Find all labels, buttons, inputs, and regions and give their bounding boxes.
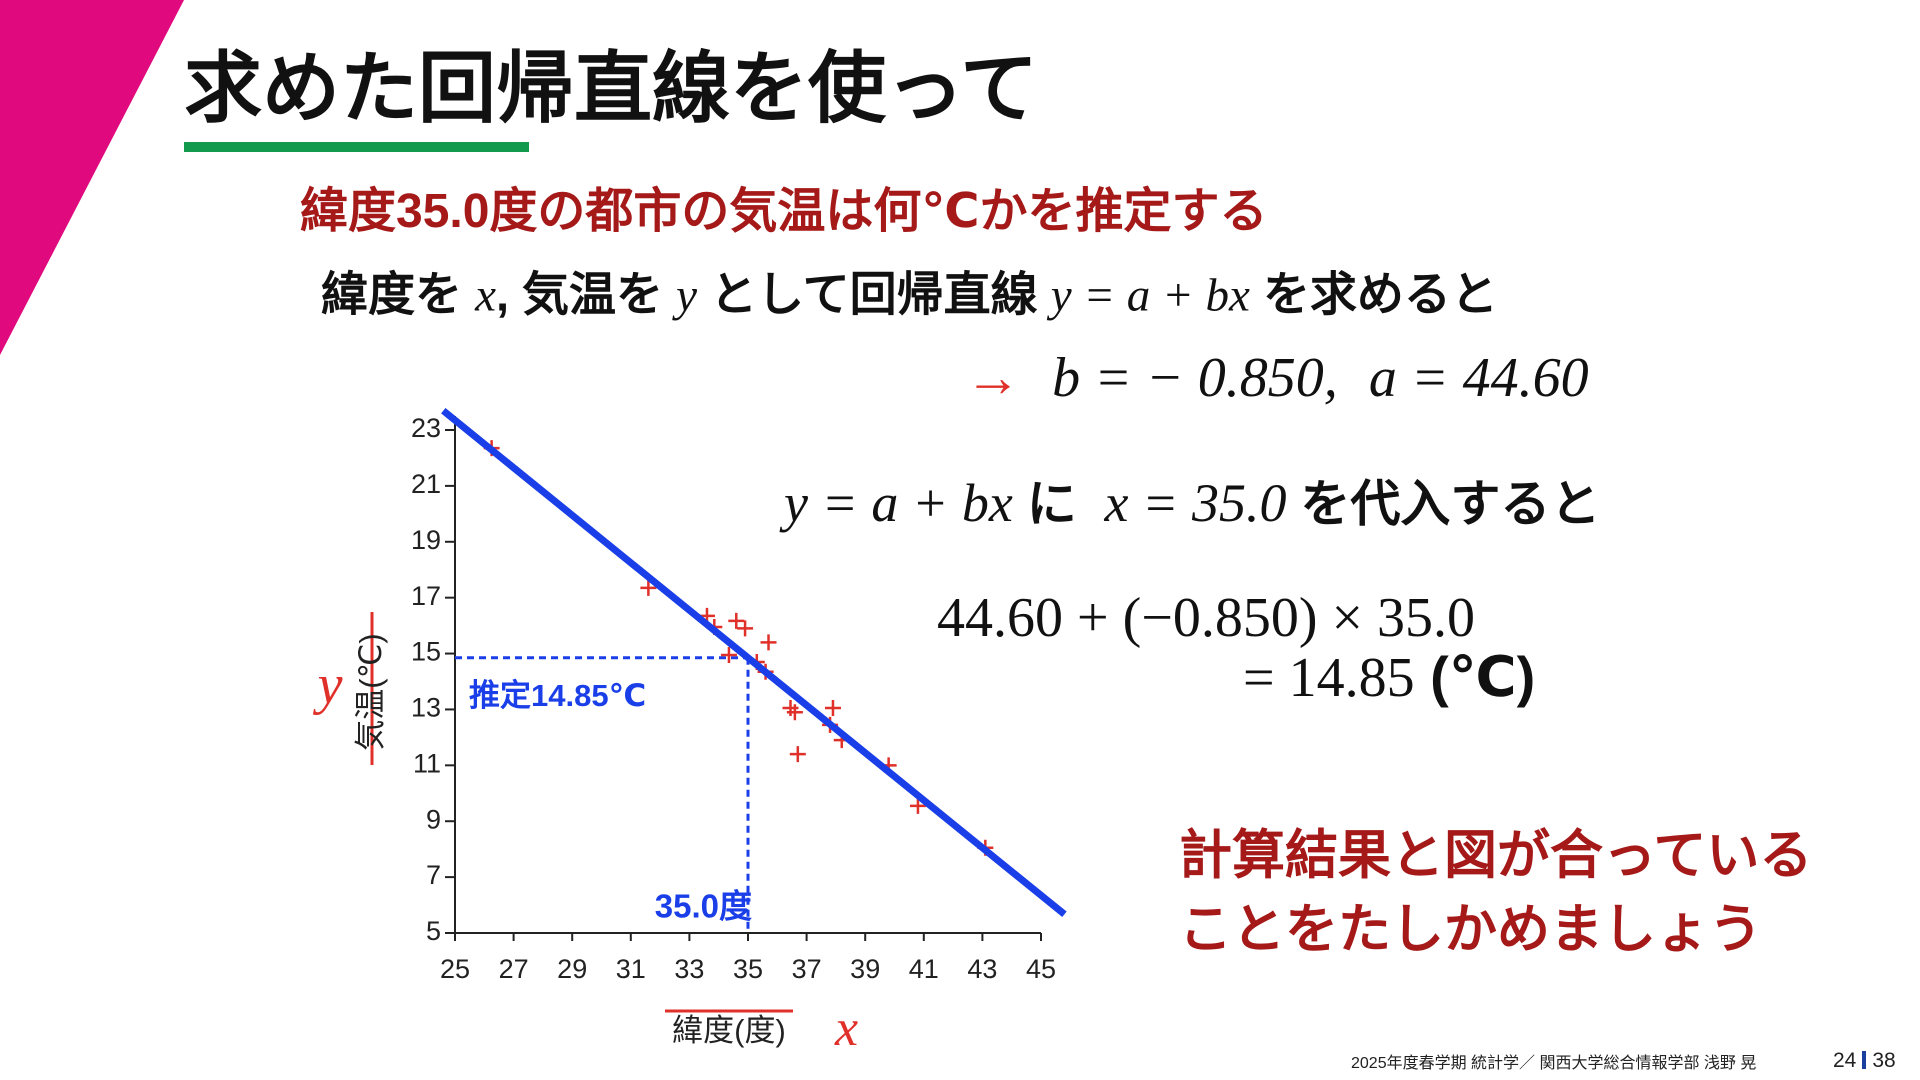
text: を求めると [1262,267,1498,321]
note: 計算結果と図が合っている [1179,826,1813,885]
text: 緯度を [321,267,462,321]
page-number: 24 38 [1833,1049,1896,1073]
point [760,634,777,651]
x-tick-label: 27 [499,954,529,984]
line1: 緯度を x, 気温を y として回帰直線 y = a + bx を求めると [321,256,1498,325]
y-tick-label: 11 [413,748,441,778]
x-tick-label: 31 [616,954,646,984]
y-tick-label: 13 [411,693,441,723]
math: x [475,269,496,322]
math: b = − 0.850, [1052,347,1338,409]
y-tick-label: 19 [411,525,441,555]
math: y [676,269,697,322]
text: として回帰直線 [710,267,1038,321]
math: x = 35.0 [1104,473,1287,533]
separator [1862,1051,1867,1069]
y-tick-label: 7 [426,860,441,890]
title-underline [184,142,529,152]
x-tick-label: 37 [792,954,822,984]
y-tick-label: 23 [411,413,441,443]
point [720,646,737,663]
total: 38 [1872,1049,1896,1072]
text: を代入すると [1300,476,1601,532]
y-tick-label: 21 [411,469,441,499]
math: y = a + bx [784,473,1013,533]
y-tick-label: 15 [411,637,441,667]
point [728,612,745,629]
point [824,700,841,717]
footer: 2025年度春学期 統計学／ 関西大学総合情報学部 浅野 晃 [1351,1055,1757,1072]
x-tick-label: 43 [967,954,997,984]
x-tick-label: 35 [733,954,763,984]
x-tick-label: 39 [850,954,880,984]
y-tick-label: 17 [411,581,441,611]
y-tick-label: 9 [426,804,441,834]
y-symbol: y [313,654,343,716]
text: に [1026,476,1077,532]
x-symbol: x [834,1000,858,1057]
point [789,746,806,763]
math: y = a + bx [1050,269,1250,322]
note: ことをたしかめましょう [1179,900,1762,959]
unit: (℃) [1430,645,1536,708]
page: 24 [1833,1049,1857,1072]
corner-decoration [0,0,184,355]
point [909,797,926,814]
estimate-x-label: 35.0度 [655,888,752,925]
title: 求めた回帰直線を使って [184,44,1039,132]
point [640,579,657,596]
x-tick-label: 41 [909,954,939,984]
x-axis-label: 緯度(度) [672,1013,786,1048]
result: → b = − 0.850, a = 44.60 [965,344,1589,410]
text: , 気温を [495,267,664,321]
x-tick-label: 29 [557,954,587,984]
x-tick-label: 45 [1026,954,1056,984]
math: = 14.85 [1243,647,1415,709]
x-tick-label: 33 [674,954,704,984]
math: a = 44.60 [1368,347,1589,409]
question: 緯度35.0度の都市の気温は何℃かを推定する [300,185,1268,238]
x-tick-label: 25 [440,954,470,984]
arrow: → [965,345,1021,408]
estimate-y-label: 推定14.85℃ [469,678,646,713]
calc2: = 14.85 (℃) [1243,644,1535,710]
y-axis-label: 気温(℃) [353,633,388,750]
point [737,620,754,637]
calc1: 44.60 + (−0.850) × 35.0 [937,587,1476,649]
line2: y = a + bx に x = 35.0 を代入すると [784,464,1600,536]
regression-line [441,407,1067,917]
point [786,704,803,721]
y-tick-label: 5 [426,916,441,946]
